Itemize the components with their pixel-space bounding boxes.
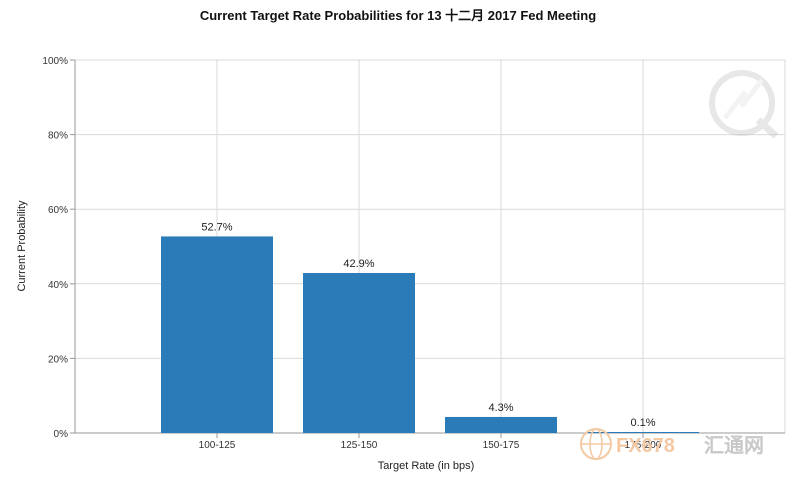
value-label-150-175: 4.3% [488, 402, 513, 414]
y-tick-label: 40% [48, 280, 68, 291]
bar-175-200 [587, 432, 699, 433]
y-tick-label: 20% [48, 354, 68, 365]
fx678-watermark: FX678 汇通网 [580, 428, 764, 460]
y-tick-label: 0% [54, 429, 69, 440]
watermark-fx-text: FX678 [616, 435, 675, 457]
x-tick-label-125-150: 125-150 [341, 440, 378, 451]
y-tick-label: 100% [42, 56, 68, 67]
q-logo-watermark [709, 70, 779, 139]
chart-title: Current Target Rate Probabilities for 13… [200, 8, 596, 23]
bars [161, 236, 699, 433]
y-tick-label: 80% [48, 131, 68, 142]
y-tick-label: 60% [48, 205, 68, 216]
x-tick-label-175-200: 175-200 [625, 440, 662, 451]
bar-100-125 [161, 236, 273, 433]
bar-150-175 [445, 416, 557, 433]
x-axis-label: Target Rate (in bps) [378, 460, 475, 472]
bar-125-150 [303, 272, 415, 433]
value-label-100-125: 52.7% [201, 221, 232, 233]
watermark-cn-text: 汇通网 [704, 434, 764, 457]
x-tick-labels: 100-125 125-150 150-175 175-200 [199, 433, 662, 451]
value-label-125-150: 42.9% [343, 258, 374, 270]
y-tick-labels: 0% 20% 40% 60% 80% 100% [42, 56, 75, 440]
value-label-175-200: 0.1% [630, 417, 655, 429]
x-tick-label-150-175: 150-175 [483, 440, 520, 451]
x-tick-label-100-125: 100-125 [199, 440, 236, 451]
y-axis-label: Current Probability [16, 200, 28, 292]
value-labels: 52.7% 42.9% 4.3% 0.1% [201, 221, 655, 429]
